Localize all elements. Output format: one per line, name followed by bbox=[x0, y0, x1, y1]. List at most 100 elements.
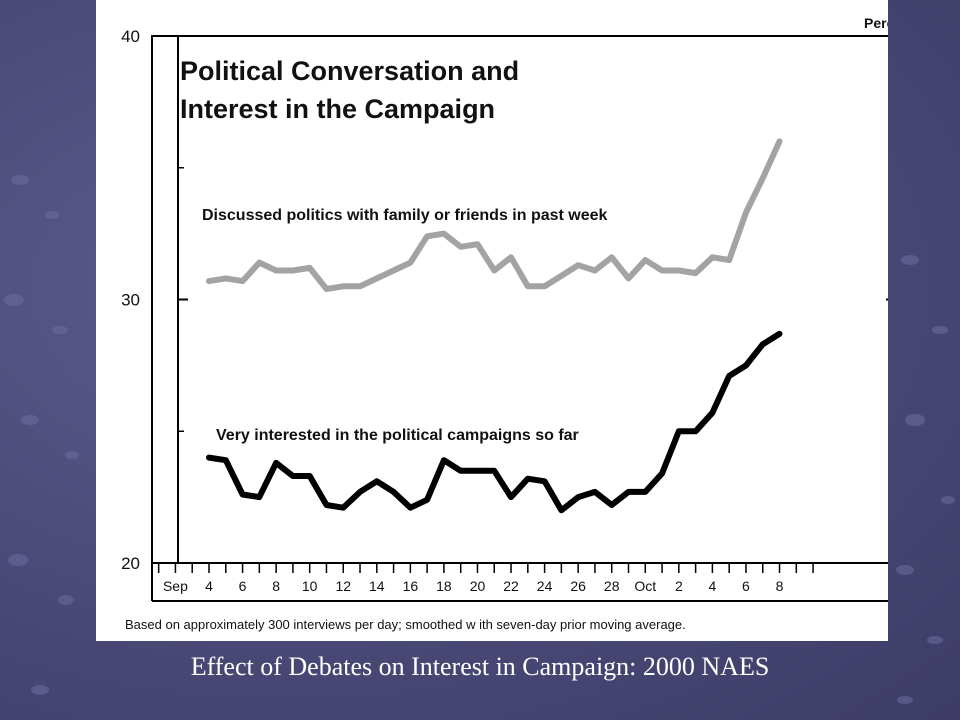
data-point-s1 bbox=[374, 478, 380, 484]
x-tick-label: 28 bbox=[604, 578, 620, 594]
x-tick-label: 2 bbox=[675, 578, 683, 594]
data-point-s0 bbox=[374, 275, 380, 282]
data-point-s0 bbox=[357, 283, 363, 289]
line-chart: 202030304040 Sep46810121416182022242628O… bbox=[121, 15, 888, 632]
data-point-s1 bbox=[256, 494, 262, 500]
y-tick-label-left-30: 30 bbox=[121, 291, 140, 310]
data-point-s1 bbox=[340, 505, 346, 511]
x-tick-label: 24 bbox=[537, 578, 553, 594]
data-point-s0 bbox=[239, 278, 246, 284]
slide-caption: Effect of Debates on Interest in Campaig… bbox=[190, 652, 770, 681]
points-group bbox=[206, 138, 783, 513]
data-point-s0 bbox=[743, 209, 749, 216]
data-point-s0 bbox=[273, 267, 279, 274]
data-point-s0 bbox=[575, 262, 581, 268]
data-point-s0 bbox=[508, 254, 514, 260]
data-point-s0 bbox=[323, 286, 330, 292]
data-point-s0 bbox=[776, 138, 783, 144]
data-point-s1 bbox=[760, 341, 766, 347]
data-point-s0 bbox=[709, 254, 716, 260]
data-point-s0 bbox=[760, 175, 766, 181]
data-point-s1 bbox=[609, 502, 615, 508]
chart-footnote: Based on approximately 300 interviews pe… bbox=[125, 617, 686, 632]
data-point-s1 bbox=[458, 468, 464, 474]
data-point-s0 bbox=[206, 278, 212, 284]
data-point-s1 bbox=[726, 373, 732, 379]
data-point-s0 bbox=[256, 260, 262, 266]
data-point-s1 bbox=[693, 428, 699, 434]
data-point-s0 bbox=[458, 244, 464, 250]
data-point-s0 bbox=[290, 267, 296, 274]
data-point-s1 bbox=[776, 331, 783, 337]
x-tick-label: Oct bbox=[634, 578, 656, 594]
y-tick-label-left-20: 20 bbox=[121, 554, 140, 573]
data-point-s1 bbox=[642, 489, 648, 495]
x-tick-label: 14 bbox=[369, 578, 385, 594]
data-point-s1 bbox=[223, 457, 229, 463]
series-label-discussed: Discussed politics with family or friend… bbox=[202, 207, 608, 224]
data-point-s0 bbox=[558, 273, 564, 279]
data-point-s0 bbox=[424, 233, 430, 239]
data-point-s0 bbox=[592, 267, 598, 274]
data-point-s1 bbox=[290, 473, 296, 479]
x-tick-label: 4 bbox=[709, 578, 717, 594]
data-point-s1 bbox=[390, 489, 397, 495]
data-point-s1 bbox=[525, 476, 531, 482]
data-point-s0 bbox=[726, 257, 732, 263]
data-point-s0 bbox=[693, 270, 699, 276]
data-point-s0 bbox=[491, 267, 497, 274]
x-tick-label: 4 bbox=[205, 578, 213, 594]
data-point-s1 bbox=[441, 457, 447, 463]
x-tick-label: Sep bbox=[163, 578, 188, 594]
x-tick-label: 6 bbox=[239, 578, 247, 594]
data-point-s1 bbox=[625, 489, 632, 495]
x-tick-label: 26 bbox=[570, 578, 586, 594]
data-point-s1 bbox=[407, 505, 413, 511]
data-point-s1 bbox=[743, 362, 749, 368]
data-point-s0 bbox=[223, 275, 229, 282]
data-point-s0 bbox=[407, 260, 413, 266]
x-tick-label: 12 bbox=[335, 578, 351, 594]
data-point-s1 bbox=[491, 468, 497, 474]
data-point-s1 bbox=[542, 478, 548, 484]
unit-label: Percent bbox=[864, 15, 888, 31]
chart-figure: 202030304040 Sep46810121416182022242628O… bbox=[96, 0, 888, 641]
data-point-s0 bbox=[659, 267, 665, 274]
data-point-s0 bbox=[625, 275, 632, 282]
x-tick-label: 8 bbox=[776, 578, 784, 594]
x-tick-label: 18 bbox=[436, 578, 452, 594]
data-point-s0 bbox=[474, 241, 481, 247]
data-point-s1 bbox=[508, 494, 514, 500]
data-point-s0 bbox=[390, 267, 397, 274]
x-tick-label: 6 bbox=[742, 578, 750, 594]
plot-frame bbox=[151, 35, 888, 564]
data-point-s1 bbox=[424, 497, 430, 503]
data-point-s0 bbox=[676, 267, 682, 274]
data-point-s1 bbox=[323, 502, 330, 508]
x-tick-label: 20 bbox=[470, 578, 486, 594]
data-point-s1 bbox=[474, 468, 481, 474]
chart-title-line-1: Political Conversation and bbox=[180, 56, 519, 86]
data-point-s0 bbox=[340, 283, 346, 289]
data-point-s0 bbox=[542, 283, 548, 289]
data-point-s1 bbox=[575, 494, 581, 500]
series-group bbox=[206, 138, 783, 514]
x-tick-label: 10 bbox=[302, 578, 318, 594]
data-point-s1 bbox=[558, 507, 564, 513]
data-point-s1 bbox=[239, 491, 246, 498]
y-tick-label-left-40: 40 bbox=[121, 27, 140, 46]
data-point-s1 bbox=[307, 473, 313, 479]
x-tick-label: 8 bbox=[272, 578, 280, 594]
data-point-s1 bbox=[273, 460, 279, 466]
data-point-s1 bbox=[357, 489, 363, 495]
data-point-s0 bbox=[525, 283, 531, 289]
data-point-s0 bbox=[609, 254, 615, 260]
chart-title-line-2: Interest in the Campaign bbox=[180, 94, 495, 124]
data-point-s1 bbox=[709, 410, 716, 416]
x-tick-label: 16 bbox=[403, 578, 419, 594]
x-ticks-group: Sep 4 6 8 10 12 14 16 18 20 22 24 26 28 Oct 2 4 6 8 bbox=[157, 563, 814, 594]
data-point-s1 bbox=[676, 428, 682, 434]
data-point-s0 bbox=[642, 257, 648, 263]
series-label-interested: Very interested in the political campaig… bbox=[216, 427, 579, 444]
data-point-s1 bbox=[206, 455, 212, 461]
